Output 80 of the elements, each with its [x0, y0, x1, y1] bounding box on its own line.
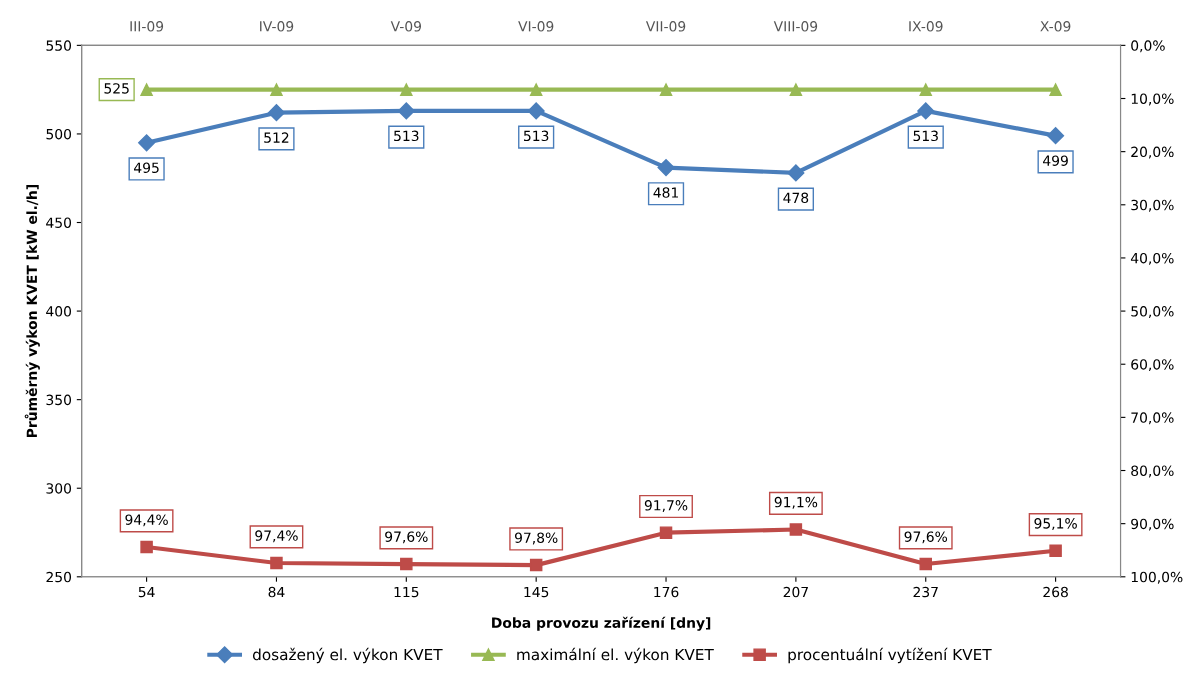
data-label: 478: [783, 192, 809, 204]
point: [659, 83, 673, 96]
data-label: 95,1%: [1034, 518, 1077, 531]
data-label: 91,7%: [644, 500, 688, 512]
y-tick-label: 550: [46, 40, 72, 51]
point: [527, 102, 545, 120]
y2-tick-label: 90,0%: [1131, 518, 1174, 531]
point: [400, 83, 413, 96]
y2-tick-label: 60,0%: [1131, 359, 1174, 372]
y-tick-label: 450: [46, 217, 72, 228]
data-label: 97,8%: [514, 532, 558, 545]
y2-tick-label: 50,0%: [1131, 306, 1174, 318]
text: VII-09: [645, 21, 686, 32]
text: III-09: [130, 21, 164, 32]
point: [138, 134, 156, 152]
x-tick-label: 268: [1043, 586, 1068, 598]
y-axis-title: Průměrný výkon KVET [kW el./h]: [24, 185, 40, 438]
point: [529, 83, 543, 96]
point: [1049, 544, 1062, 558]
data-label: 499: [1043, 155, 1068, 166]
text: VI-09: [518, 21, 554, 32]
y-tick-label: 350: [46, 394, 72, 406]
y2-tick-label: 0,0%: [1131, 40, 1165, 53]
legend-label: procentuální vytížení KVET: [788, 647, 992, 664]
y2-tick-label: 20,0%: [1131, 146, 1174, 159]
y2-tick-label: 80,0%: [1131, 465, 1174, 478]
x-tick-label: 176: [654, 586, 679, 598]
text: VIII-09: [773, 21, 818, 32]
data-label: 91,1%: [774, 496, 818, 509]
point: [270, 83, 283, 96]
point: [270, 556, 283, 570]
data-label: 97,6%: [385, 531, 428, 544]
y2-tick-label: 10,0%: [1131, 93, 1174, 106]
legend-label: dosažený el. výkon KVET: [252, 647, 443, 664]
point: [1047, 127, 1065, 145]
point: [917, 102, 935, 120]
y2-tick-label: 40,0%: [1130, 252, 1174, 265]
data-label: 97,4%: [255, 530, 298, 543]
point: [267, 104, 286, 122]
y-tick-label: 400: [46, 306, 72, 317]
data-label: 481: [653, 187, 678, 198]
text: IX-09: [909, 21, 943, 32]
point: [789, 523, 803, 536]
point: [659, 526, 673, 539]
data-label: 525: [104, 83, 129, 94]
x-tick-label: 237: [913, 586, 938, 598]
point: [400, 557, 413, 571]
point: [1049, 83, 1062, 96]
y-tick-label: 500: [46, 128, 72, 140]
x-axis-title: Doba provozu zařízení [dny]: [492, 616, 711, 631]
text: V-09: [390, 21, 422, 32]
x-tick-label: 84: [268, 586, 285, 598]
x-tick-label: 115: [394, 586, 419, 598]
point: [787, 164, 805, 182]
legend-label: maximální el. výkon KVET: [517, 647, 714, 664]
point: [657, 159, 675, 177]
data-label: 513: [394, 130, 419, 142]
y-tick-label: 250: [46, 571, 72, 583]
data-label: 512: [264, 132, 289, 143]
point: [397, 102, 415, 120]
data-label: 97,6%: [904, 531, 948, 544]
data-label: 513: [523, 130, 549, 142]
point: [140, 83, 153, 96]
x-tick-label: 54: [138, 586, 155, 598]
y-tick-label: 300: [46, 483, 72, 494]
point: [919, 83, 932, 96]
y2-tick-label: 30,0%: [1131, 199, 1174, 212]
point: [789, 83, 803, 96]
data-label: 513: [913, 130, 938, 142]
data-label: 495: [134, 162, 159, 173]
y2-tick-label: 100,0%: [1131, 571, 1183, 584]
y2-tick-label: 70,0%: [1131, 412, 1174, 425]
point: [140, 540, 153, 554]
point: [529, 558, 543, 572]
data-label: 94,4%: [125, 514, 168, 527]
text: X-09: [1040, 21, 1071, 32]
x-tick-label: 145: [524, 586, 549, 598]
text: IV-09: [260, 21, 294, 32]
point: [919, 557, 932, 571]
x-tick-label: 207: [783, 586, 808, 598]
